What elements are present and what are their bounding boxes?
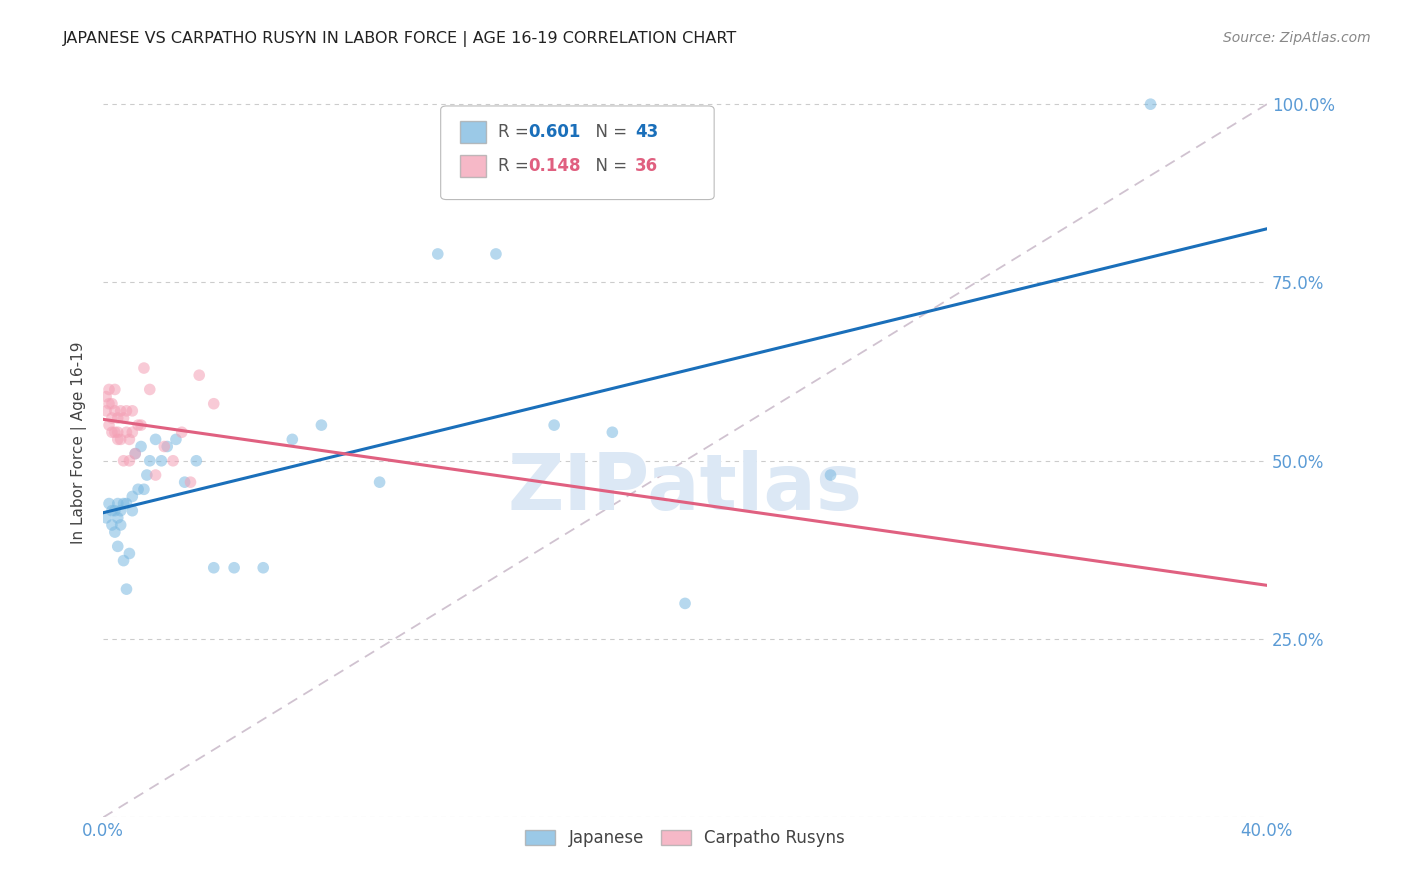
Point [107,511,129,525]
Point [115,582,138,596]
Text: 36: 36 [636,157,658,175]
Point [110,404,132,418]
Text: ZIPatlas: ZIPatlas [508,450,862,526]
Point [98,383,121,397]
Point [202,560,225,574]
Point [311,418,333,433]
Text: 43: 43 [636,123,658,141]
Point [101,411,124,425]
Point [368,475,391,490]
Point [139,454,162,468]
Text: JAPANESE VS CARPATHO RUSYN IN LABOR FORCE | AGE 16-19 CORRELATION CHART: JAPANESE VS CARPATHO RUSYN IN LABOR FORC… [63,31,738,47]
Point [118,546,141,560]
Point [145,433,167,447]
Point [101,504,124,518]
Point [98,497,121,511]
Point [98,397,121,411]
Point [165,433,187,447]
Text: N =: N = [585,123,633,141]
Point [94,390,117,404]
Point [179,475,201,490]
Point [132,361,155,376]
Point [124,447,146,461]
Point [112,454,135,468]
Point [107,433,129,447]
Point [150,454,173,468]
Point [139,383,162,397]
Point [162,454,184,468]
Text: N =: N = [585,157,633,175]
Point [224,560,246,574]
Point [127,418,149,433]
Point [94,511,117,525]
Point [173,475,195,490]
Point [129,418,152,433]
Point [673,596,696,610]
Point [820,468,842,483]
Point [104,525,127,540]
Point [107,425,129,440]
Text: Source: ZipAtlas.com: Source: ZipAtlas.com [1223,31,1371,45]
Point [104,504,127,518]
Point [110,518,132,533]
FancyBboxPatch shape [440,106,714,200]
Text: 0.601: 0.601 [529,123,581,141]
Text: 0.148: 0.148 [529,157,581,175]
Point [110,504,132,518]
Point [281,433,304,447]
Point [252,560,274,574]
Y-axis label: In Labor Force | Age 16-19: In Labor Force | Age 16-19 [72,342,87,544]
Point [118,433,141,447]
Point [101,397,124,411]
Point [104,404,127,418]
Point [602,425,624,440]
Point [112,411,135,425]
Point [129,440,152,454]
Text: R =: R = [498,157,534,175]
Point [1139,97,1161,112]
Legend: Japanese, Carpatho Rusyns: Japanese, Carpatho Rusyns [519,822,852,854]
Point [107,540,129,554]
Point [94,404,117,418]
Point [121,404,143,418]
Point [156,440,179,454]
Point [104,383,127,397]
Point [112,553,135,567]
Point [98,418,121,433]
Point [145,468,167,483]
Point [188,368,211,383]
Point [202,397,225,411]
Point [104,425,127,440]
Point [121,425,143,440]
Point [107,411,129,425]
Point [132,483,155,497]
Point [153,440,176,454]
Point [485,247,508,261]
Point [110,433,132,447]
Point [186,454,208,468]
Point [101,518,124,533]
Point [115,404,138,418]
Point [426,247,449,261]
Point [135,468,157,483]
Text: R =: R = [498,123,534,141]
Point [121,490,143,504]
Point [124,447,146,461]
Point [121,504,143,518]
Point [543,418,565,433]
Point [118,454,141,468]
FancyBboxPatch shape [460,121,486,144]
Point [101,425,124,440]
Point [107,497,129,511]
FancyBboxPatch shape [460,154,486,178]
Point [115,425,138,440]
Point [112,497,135,511]
Point [127,483,149,497]
Point [115,497,138,511]
Point [170,425,193,440]
